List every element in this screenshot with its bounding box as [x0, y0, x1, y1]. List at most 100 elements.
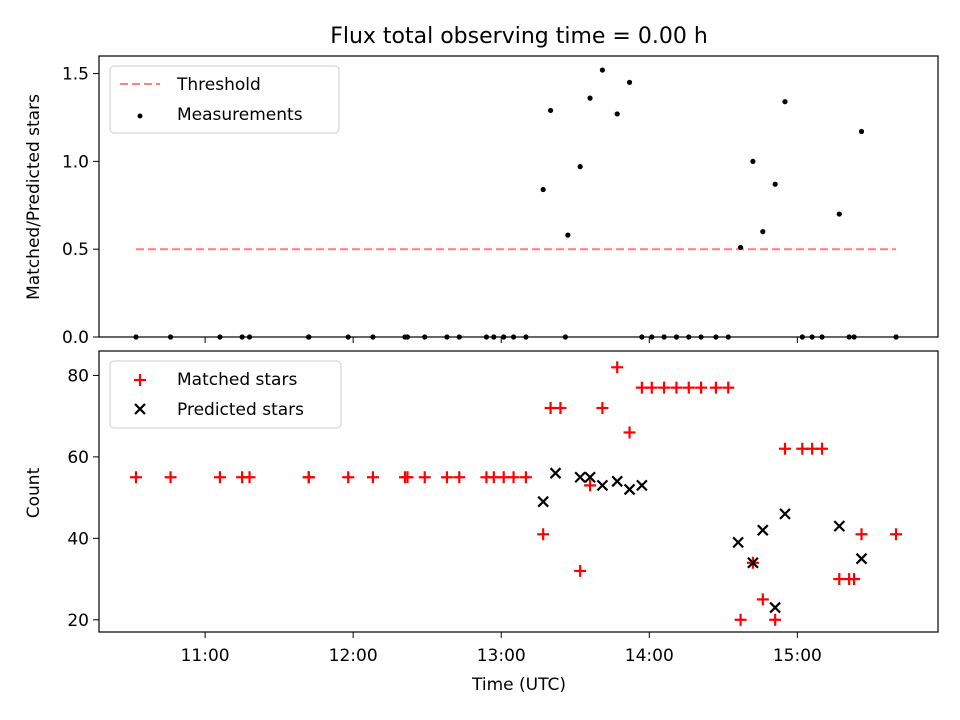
legend-measurement-label: Measurements — [177, 105, 303, 125]
matched-star-point — [302, 471, 315, 484]
predicted-star-point — [623, 483, 636, 496]
bottom-legend-box — [109, 360, 342, 429]
predicted-star-point — [779, 508, 791, 520]
measurement-point — [547, 107, 554, 114]
bottom-x-tick-label: 15:00 — [773, 646, 822, 666]
measurement-point — [587, 95, 593, 101]
matched-star-point — [401, 471, 414, 484]
matched-star-point — [554, 402, 567, 415]
top-plot-frame — [98, 55, 939, 338]
matched-star-point — [243, 471, 256, 484]
bottom-y-axis-label: Count — [24, 467, 44, 518]
measurement-point — [836, 211, 842, 217]
bottom-x-tick-label: 13:00 — [477, 646, 526, 666]
predicted-star-point — [769, 601, 781, 614]
measurement-point — [614, 111, 620, 117]
legend-measurement-swatch — [137, 113, 143, 119]
top-y-tick-label: 0.0 — [62, 328, 89, 348]
bottom-x-ticks: 11:00 12:00 13:00 14:00 15:00 — [181, 632, 822, 666]
top-y-tick-label: 1.5 — [62, 65, 89, 85]
legend-matched-swatch — [134, 374, 146, 386]
top-y-axis-label: Matched/Predicted stars — [24, 94, 44, 300]
predicted-star-point — [747, 556, 759, 569]
matched-star-point — [418, 471, 431, 484]
predicted-star-point — [549, 467, 562, 479]
matched-star-point — [769, 613, 782, 626]
top-panel: Matched/Predicted stars 0.0 0.5 1.0 1.5 Thr… — [24, 55, 939, 348]
predicted-star-point — [855, 552, 868, 565]
matched-star-point — [890, 528, 903, 541]
top-x-ticks — [204, 337, 798, 343]
predicted-star-point — [537, 495, 549, 508]
matched-star-point — [682, 381, 695, 394]
bottom-y-tick-label: 20 — [67, 611, 89, 631]
matched-star-point — [213, 471, 226, 484]
matched-star-point — [658, 381, 671, 394]
measurement-point — [540, 186, 546, 193]
matched-star-point — [574, 564, 587, 577]
count-points — [130, 361, 903, 626]
top-y-tick-label: 1.0 — [62, 152, 89, 172]
predicted-star-point — [732, 536, 744, 549]
matched-star-point — [722, 381, 735, 394]
matched-star-point — [855, 528, 868, 541]
bottom-x-tick-label: 14:00 — [625, 646, 674, 666]
legend-predicted-swatch — [134, 403, 146, 415]
matched-star-point — [366, 471, 379, 484]
matched-star-point — [519, 471, 532, 484]
matched-star-point — [440, 471, 453, 484]
predicted-star-point — [584, 471, 596, 484]
legend-threshold-label: Threshold — [176, 75, 261, 95]
measurement-point — [772, 181, 778, 187]
x-axis-label: Time (UTC) — [471, 675, 566, 695]
measurement-point — [750, 158, 756, 164]
measurement-point — [760, 229, 766, 235]
matched-star-point — [584, 479, 597, 492]
measurement-point — [858, 128, 865, 135]
bottom-x-tick-label: 12:00 — [329, 646, 378, 666]
measurement-point — [577, 164, 583, 170]
legend-matched-label: Matched stars — [177, 370, 297, 390]
chart-title: Flux total observing time = 0.00 h — [330, 24, 708, 49]
matched-star-point — [342, 471, 355, 484]
matched-star-point — [164, 471, 177, 484]
matched-star-point — [623, 426, 636, 439]
predicted-star-point — [574, 471, 586, 484]
bottom-x-tick-label: 11:00 — [181, 646, 230, 666]
matched-star-point — [816, 442, 829, 455]
bottom-legend: Matched stars Predicted stars — [109, 360, 342, 429]
predicted-star-point — [636, 479, 648, 492]
measurement-point — [599, 67, 606, 73]
matched-star-point — [645, 381, 658, 394]
matched-star-point — [611, 361, 624, 374]
matched-star-point — [756, 593, 769, 606]
predicted-star-point — [611, 475, 623, 488]
matched-star-point — [695, 381, 708, 394]
measurement-point — [565, 232, 571, 238]
measurement-point — [626, 79, 633, 85]
matched-star-point — [779, 442, 792, 455]
predicted-star-point — [596, 479, 609, 492]
matched-star-point — [734, 613, 747, 626]
matched-star-point — [453, 471, 466, 484]
bottom-panel: Count 20 40 60 80 11:00 12:00 13:00 14:00 15:00… — [24, 350, 939, 695]
measurement-point — [782, 99, 788, 105]
matched-star-point — [709, 381, 722, 394]
matched-star-point — [848, 573, 861, 586]
top-legend: Threshold Measurements — [109, 65, 340, 134]
matched-star-point — [670, 381, 683, 394]
top-y-tick-label: 0.5 — [62, 240, 89, 260]
bottom-y-ticks: 20 40 60 80 — [67, 366, 99, 631]
measurement-point — [737, 244, 744, 251]
matched-star-point — [537, 528, 550, 541]
top-y-ticks: 0.0 0.5 1.0 1.5 — [62, 65, 99, 348]
bottom-y-tick-label: 80 — [67, 366, 89, 386]
matched-star-point — [596, 402, 609, 415]
bottom-y-tick-label: 60 — [67, 448, 89, 468]
bottom-y-tick-label: 40 — [67, 529, 89, 549]
predicted-star-point — [833, 520, 846, 532]
bottom-plot-frame — [98, 350, 939, 633]
predicted-star-point — [757, 524, 769, 536]
matched-star-point — [507, 471, 520, 484]
